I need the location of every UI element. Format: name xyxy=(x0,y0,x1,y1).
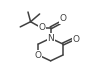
Text: O: O xyxy=(38,23,45,32)
Text: O: O xyxy=(73,35,80,44)
Text: O: O xyxy=(60,14,67,23)
Text: N: N xyxy=(47,34,54,43)
Text: O: O xyxy=(35,51,42,60)
